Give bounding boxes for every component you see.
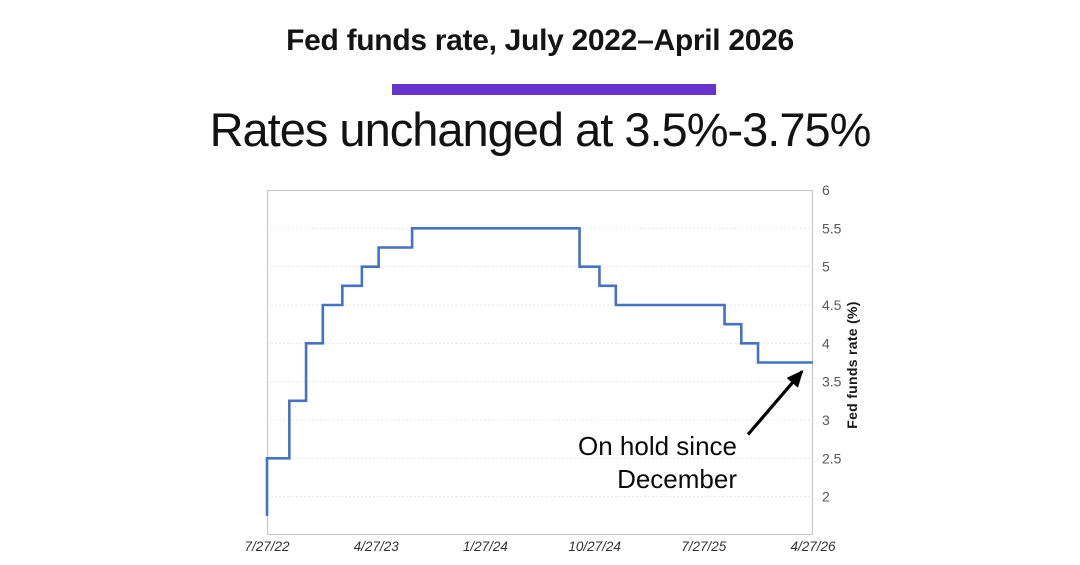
title-underline-accent <box>392 84 716 95</box>
x-tick-label-10/27/24: 10/27/24 <box>568 539 621 554</box>
chart-headline: Rates unchanged at 3.5%-3.75% <box>209 103 872 156</box>
y-tick-label-4.5: 4.5 <box>822 297 842 313</box>
fed-funds-rate-line <box>265 227 813 516</box>
y-tick-label-3.5: 3.5 <box>822 374 842 390</box>
x-tick-label-1/27/24: 1/27/24 <box>463 539 508 554</box>
y-axis-title: Fed funds rate (%) <box>844 301 860 429</box>
y-tick-label-2.5: 2.5 <box>822 450 842 466</box>
x-tick-label-4/27/23: 4/27/23 <box>354 539 400 554</box>
x-tick-label-7/27/22: 7/27/22 <box>244 539 290 554</box>
y-tick-label-4: 4 <box>822 335 830 351</box>
y-tick-label-6: 6 <box>822 182 830 198</box>
annotation-on-hold: On hold since December <box>578 430 737 496</box>
x-tick-label-7/27/25: 7/27/25 <box>681 539 727 554</box>
annotation-line-1: On hold since <box>578 431 737 461</box>
annotation-arrow <box>746 369 804 436</box>
y-tick-label-3: 3 <box>822 412 830 428</box>
x-tick-label-4/27/26: 4/27/26 <box>790 539 836 554</box>
y-tick-label-2: 2 <box>822 489 830 505</box>
annotation-line-2: December <box>617 464 737 494</box>
page-title: Fed funds rate, July 2022–April 2026 <box>286 24 794 57</box>
y-tick-label-5: 5 <box>822 259 830 275</box>
y-tick-label-5.5: 5.5 <box>822 220 842 236</box>
